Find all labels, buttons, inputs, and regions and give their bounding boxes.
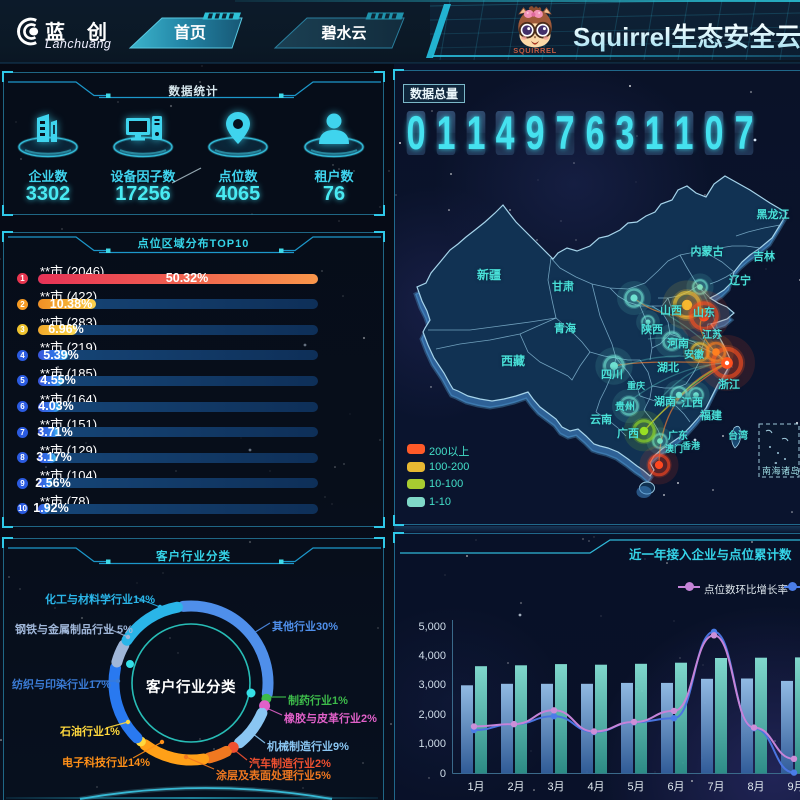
svg-text:首页: 首页 — [174, 23, 206, 42]
svg-text:碧水云: 碧水云 — [320, 24, 366, 42]
svg-text:SQUIRREL: SQUIRREL — [513, 46, 557, 55]
